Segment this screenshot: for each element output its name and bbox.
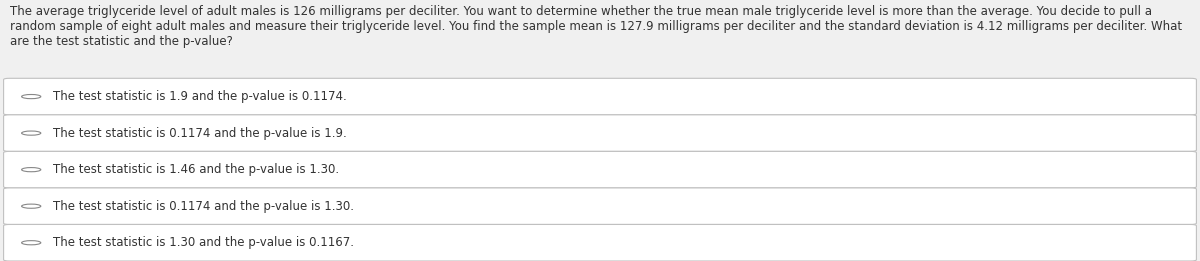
Text: The test statistic is 1.30 and the p-value is 0.1167.: The test statistic is 1.30 and the p-val… (53, 236, 354, 249)
Text: The average triglyceride level of adult males is 126 milligrams per deciliter. Y: The average triglyceride level of adult … (10, 5, 1182, 48)
Text: The test statistic is 1.9 and the p-value is 0.1174.: The test statistic is 1.9 and the p-valu… (53, 90, 347, 103)
Text: The test statistic is 0.1174 and the p-value is 1.30.: The test statistic is 0.1174 and the p-v… (53, 200, 354, 213)
Text: The test statistic is 0.1174 and the p-value is 1.9.: The test statistic is 0.1174 and the p-v… (53, 127, 347, 140)
Text: The test statistic is 1.46 and the p-value is 1.30.: The test statistic is 1.46 and the p-val… (53, 163, 338, 176)
